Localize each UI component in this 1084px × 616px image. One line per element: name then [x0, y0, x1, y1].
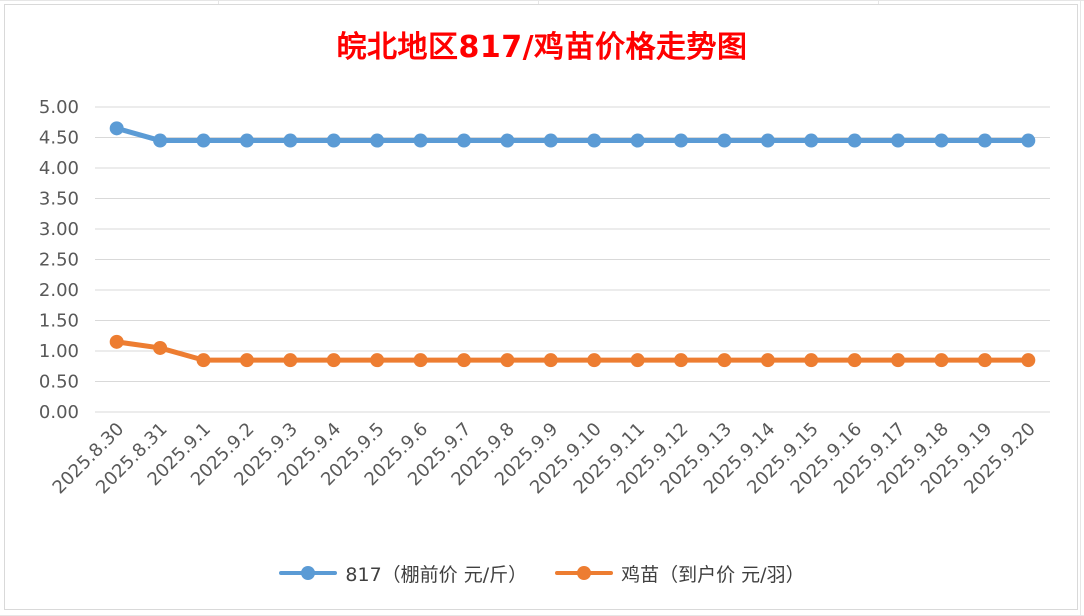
data-point-s1: [543, 353, 558, 368]
data-point-s0: [934, 133, 949, 148]
data-point-s0: [413, 133, 428, 148]
data-point-s1: [239, 353, 254, 368]
data-point-s1: [891, 353, 906, 368]
y-tick-label: 0.50: [39, 372, 79, 393]
series-line-0: [114, 125, 1031, 144]
y-tick-label: 2.00: [39, 280, 79, 301]
data-point-s0: [283, 133, 298, 148]
sheet-gridline: [538, 0, 539, 4]
data-point-s0: [153, 133, 168, 148]
data-point-s1: [804, 353, 819, 368]
data-point-s1: [153, 340, 168, 355]
sheet-gridline: [878, 0, 879, 4]
legend-label-817: 817（棚前价 元/斤）: [345, 563, 528, 586]
data-point-s1: [674, 353, 689, 368]
data-point-s0: [239, 133, 254, 148]
legend-label-jimiao: 鸡苗（到户价 元/羽）: [621, 563, 805, 586]
data-point-s0: [804, 133, 819, 148]
sheet-gridline: [1080, 0, 1081, 616]
data-point-s1: [500, 353, 515, 368]
data-point-s0: [977, 133, 992, 148]
series-line-1: [114, 339, 1031, 363]
data-point-s1: [934, 353, 949, 368]
legend-item-jimiao[interactable]: 鸡苗（到户价 元/羽）: [555, 560, 805, 587]
data-point-s0: [760, 133, 775, 148]
legend-item-817[interactable]: 817（棚前价 元/斤）: [279, 560, 527, 587]
y-tick-label: 3.50: [39, 189, 79, 210]
data-point-s0: [587, 133, 602, 148]
legend-marker-jimiao: [577, 566, 592, 580]
sheet-gridline: [218, 0, 219, 4]
legend: 817（棚前价 元/斤） 鸡苗（到户价 元/羽）: [0, 558, 1084, 588]
data-point-s1: [717, 353, 732, 368]
chart-title: 皖北地区817/鸡苗价格走势图: [336, 30, 748, 65]
data-point-s1: [109, 334, 124, 349]
data-point-s1: [326, 353, 341, 368]
y-tick-label: 0.00: [39, 402, 79, 423]
y-tick-label: 5.00: [39, 97, 79, 118]
y-tick-label: 3.00: [39, 219, 79, 240]
data-point-s0: [543, 133, 558, 148]
data-point-s0: [891, 133, 906, 148]
data-point-s0: [630, 133, 645, 148]
data-point-s0: [847, 133, 862, 148]
data-point-s0: [196, 133, 211, 148]
data-point-s1: [977, 353, 992, 368]
y-tick-label: 4.50: [39, 128, 79, 149]
y-tick-label: 4.00: [39, 158, 79, 179]
data-point-s1: [630, 353, 645, 368]
data-point-s1: [413, 353, 428, 368]
y-tick-label: 1.00: [39, 341, 79, 362]
legend-marker-817: [301, 566, 316, 580]
data-point-s1: [196, 353, 211, 368]
data-point-s0: [370, 133, 385, 148]
legend-key-jimiao: [555, 566, 614, 580]
chart-frame[interactable]: [4, 4, 1078, 610]
y-tick-label: 2.50: [39, 250, 79, 271]
data-point-s1: [587, 353, 602, 368]
sheet-gridline: [0, 0, 1084, 1]
data-point-s1: [847, 353, 862, 368]
legend-key-817: [279, 566, 338, 580]
data-point-s1: [760, 353, 775, 368]
data-point-s1: [283, 353, 298, 368]
data-point-s0: [109, 121, 124, 136]
data-point-s0: [500, 133, 515, 148]
data-point-s1: [1021, 353, 1036, 368]
data-point-s0: [456, 133, 471, 148]
data-point-s0: [326, 133, 341, 148]
data-point-s0: [1021, 133, 1036, 148]
y-tick-label: 1.50: [39, 311, 79, 332]
data-point-s1: [456, 353, 471, 368]
data-point-s1: [370, 353, 385, 368]
data-point-s0: [717, 133, 732, 148]
data-point-s0: [674, 133, 689, 148]
